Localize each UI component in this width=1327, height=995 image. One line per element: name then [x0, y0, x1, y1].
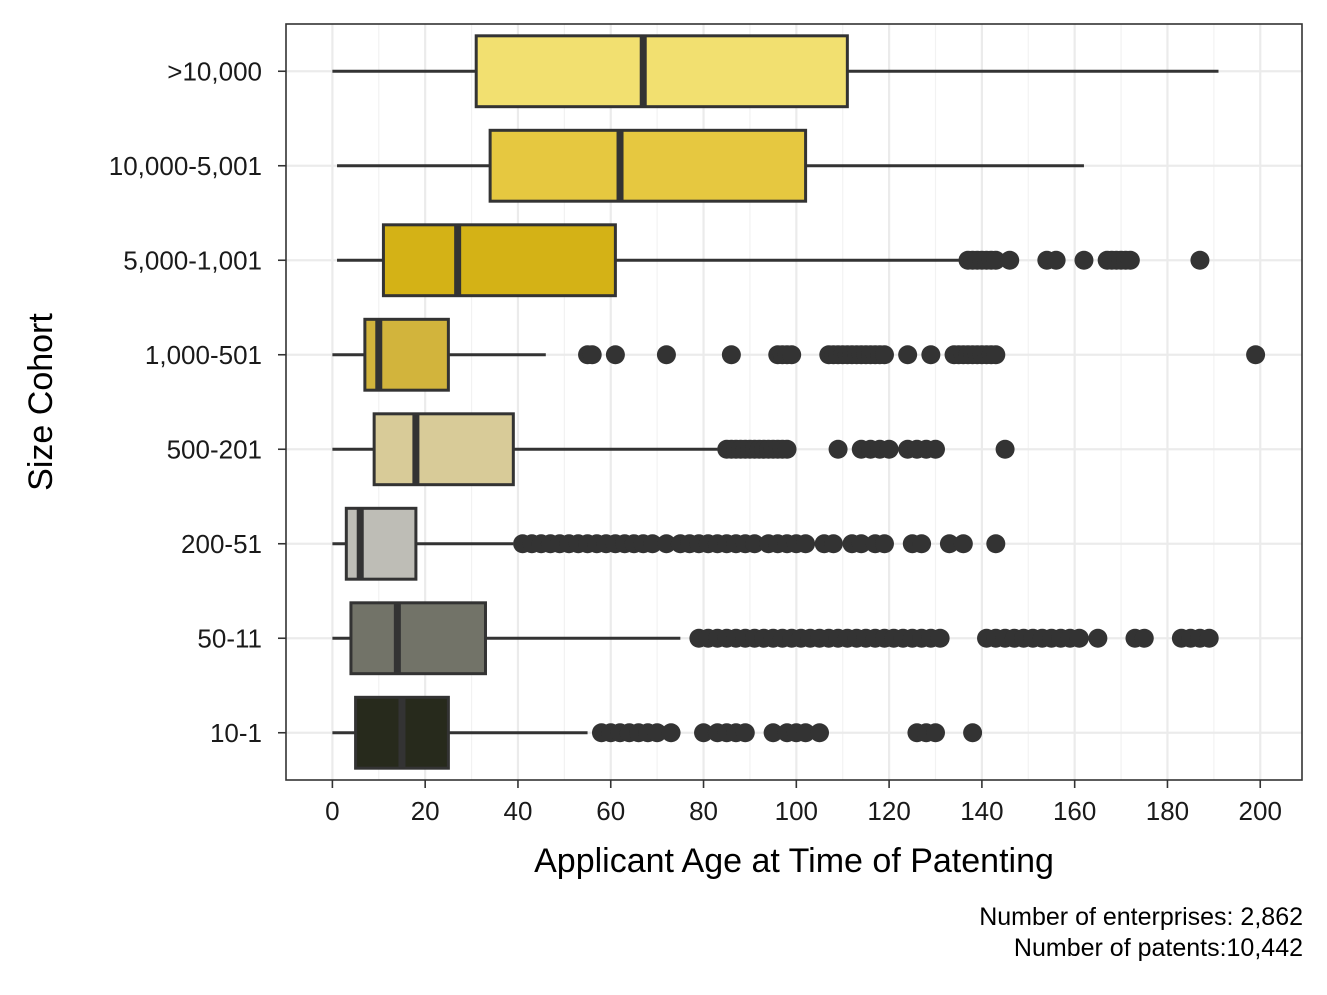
outlier-point: [1000, 250, 1020, 270]
box-1: [337, 128, 1084, 203]
outlier-point: [777, 439, 797, 459]
x-tick-label: 80: [689, 796, 718, 826]
x-tick-label: 40: [504, 796, 533, 826]
y-tick-label: 1,000-501: [145, 340, 262, 370]
box-4: [332, 412, 1015, 487]
outlier-point: [874, 534, 894, 554]
outlier-point: [963, 723, 983, 743]
box-5: [332, 506, 1006, 581]
x-tick-label: 140: [960, 796, 1003, 826]
outlier-point: [953, 534, 973, 554]
outlier-point: [925, 439, 945, 459]
outlier-point: [1190, 250, 1210, 270]
outlier-point: [694, 723, 714, 743]
box-3: [332, 317, 1266, 392]
outlier-point: [930, 628, 950, 648]
outlier-point: [939, 534, 959, 554]
y-tick-label: 50-11: [197, 623, 262, 653]
outlier-point: [582, 345, 602, 365]
outlier-point: [763, 723, 783, 743]
box-iqr: [349, 601, 487, 676]
outlier-point: [828, 439, 848, 459]
x-tick-label: 0: [325, 796, 339, 826]
box-2: [337, 223, 1210, 298]
box-6: [332, 601, 1219, 676]
outlier-point: [1134, 628, 1154, 648]
y-tick-label: 5,000-1,001: [123, 245, 262, 275]
outlier-point: [898, 345, 918, 365]
x-tick-label: 100: [775, 796, 818, 826]
outlier-point: [851, 534, 871, 554]
y-tick-label: 10-1: [210, 718, 262, 748]
outlier-point: [879, 439, 899, 459]
outlier-point: [796, 534, 816, 554]
outlier-point: [810, 723, 830, 743]
box-0: [332, 34, 1219, 109]
y-tick-label: 200-51: [181, 529, 262, 559]
x-tick-label: 200: [1239, 796, 1282, 826]
box-iqr: [372, 412, 515, 487]
y-tick-label: 10,000-5,001: [109, 151, 262, 181]
outlier-point: [986, 534, 1006, 554]
box-iqr: [474, 34, 849, 109]
outlier-point: [661, 723, 681, 743]
y-tick-label: >10,000: [167, 56, 262, 86]
plot-panel-border: [285, 23, 1303, 781]
outlier-point: [721, 345, 741, 365]
x-tick-label: 60: [596, 796, 625, 826]
y-tick-label: 500-201: [167, 434, 262, 464]
outlier-point: [656, 534, 676, 554]
box-iqr: [381, 223, 617, 298]
axes: >10,000 10,000-5,001 5,000-1,001 1,000-501 5…: [109, 56, 1282, 826]
outlier-point: [1046, 250, 1066, 270]
x-tick-label: 20: [411, 796, 440, 826]
outlier-point: [745, 534, 765, 554]
outlier-point: [874, 345, 894, 365]
outlier-point: [735, 723, 755, 743]
x-axis-title: Applicant Age at Time of Patenting: [534, 842, 1054, 880]
outlier-point: [1088, 628, 1108, 648]
outlier-point: [1246, 345, 1266, 365]
outlier-point: [782, 345, 802, 365]
outlier-point: [912, 534, 932, 554]
x-tick-label: 120: [867, 796, 910, 826]
caption: Number of enterprises: 2,862 Number of p…: [979, 902, 1303, 964]
outlier-point: [643, 534, 663, 554]
x-tick-label: 180: [1146, 796, 1189, 826]
box-iqr: [488, 128, 808, 203]
outlier-point: [1074, 250, 1094, 270]
outlier-point: [1199, 628, 1219, 648]
boxes: [332, 34, 1266, 770]
outlier-point: [647, 723, 667, 743]
outlier-point: [986, 250, 1006, 270]
outlier-point: [796, 723, 816, 743]
outlier-point: [823, 534, 843, 554]
outlier-point: [1069, 628, 1089, 648]
outlier-point: [605, 345, 625, 365]
outlier-point: [921, 345, 941, 365]
y-axis-title: Size Cohort: [22, 313, 60, 491]
outlier-point: [1120, 250, 1140, 270]
outlier-point: [986, 345, 1006, 365]
x-tick-label: 160: [1053, 796, 1096, 826]
outlier-point: [656, 345, 676, 365]
caption-enterprises: Number of enterprises: 2,862: [979, 903, 1303, 931]
outlier-point: [925, 723, 945, 743]
box-7: [332, 695, 983, 770]
caption-patents: Number of patents:10,442: [1013, 934, 1303, 962]
outlier-point: [995, 439, 1015, 459]
